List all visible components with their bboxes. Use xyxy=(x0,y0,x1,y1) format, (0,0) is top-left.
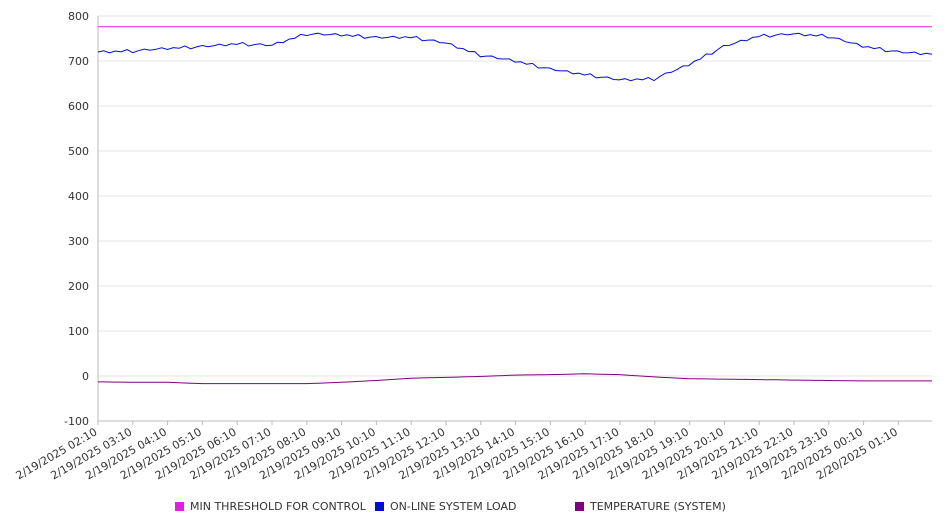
y-tick-label: 200 xyxy=(68,280,89,293)
grid-lines xyxy=(98,15,932,422)
y-tick-labels: -100 0 100 200 300 400 500 600 700 800 xyxy=(64,10,89,428)
legend-label: TEMPERATURE (SYSTEM) xyxy=(590,499,726,513)
y-tick-label: 300 xyxy=(68,235,89,248)
y-tick-label: 700 xyxy=(68,55,89,68)
legend-swatch xyxy=(375,501,384,511)
legend-swatch xyxy=(575,501,584,511)
series-line-1 xyxy=(97,32,933,82)
legend-label: ON-LINE SYSTEM LOAD xyxy=(390,499,517,513)
y-tick-label: -100 xyxy=(64,415,89,428)
y-tick-label: 0 xyxy=(82,370,89,383)
legend-item-temperature: TEMPERATURE (SYSTEM) xyxy=(575,499,726,513)
legend-label: MIN THRESHOLD FOR CONTROL xyxy=(190,499,366,513)
axes xyxy=(97,16,932,422)
legend-swatch xyxy=(175,501,184,511)
y-tick-label: 500 xyxy=(68,145,89,158)
y-tick-label: 800 xyxy=(68,10,89,23)
series-lines xyxy=(97,26,933,385)
y-tick-label: 400 xyxy=(68,190,89,203)
y-tick-label: 600 xyxy=(68,100,89,113)
legend-item-system-load: ON-LINE SYSTEM LOAD xyxy=(375,499,516,513)
x-tick-labels: 2/19/2025 02:102/19/2025 03:102/19/2025 … xyxy=(14,421,900,482)
legend-item-min-threshold: MIN THRESHOLD FOR CONTROL xyxy=(175,499,366,513)
y-tick-label: 100 xyxy=(68,325,89,338)
series-line-2 xyxy=(98,373,932,385)
